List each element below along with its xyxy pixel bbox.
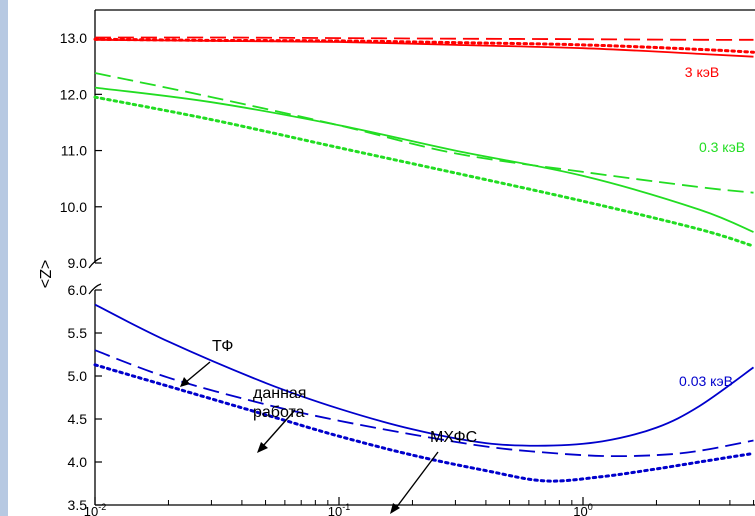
lower-y-tick-label-2: 4.5 [68,411,88,427]
series-line-1-dashed [94,72,754,194]
series-line-2-dotted [93,363,755,483]
upper-y-tick-label-2: 11.0 [61,143,87,159]
annotation-tf: ТФ [180,338,233,387]
lower-y-tick-label-1: 4.0 [68,454,88,470]
annotation-this-work-label-2: работа [253,404,305,421]
series-line-2-dashed [94,349,754,458]
series-line-2-solid [94,303,755,447]
annotation-this-work-label-1: данная [253,385,306,402]
series-group-label-2: 0.03 кэВ [679,373,733,389]
series-line-1-dotted [93,95,755,248]
lower-y-tick-label-5: 6.0 [68,282,88,298]
x-tick-label-0: 10-2 [84,502,106,516]
annotation-mhfs-arrowhead [390,503,400,514]
upper-y-tick-label-0: 9.0 [68,255,88,271]
annotation-tf-arrowhead [180,377,190,387]
annotation-tf-arrow [185,361,211,383]
x-tick-label-1: 10-1 [328,502,350,516]
series-line-0-dotted [93,37,755,54]
upper-y-tick-label-3: 12.0 [60,86,87,102]
window-edge-strip [0,0,8,516]
lower-y-tick-label-0: 3.5 [68,497,88,513]
series-group-label-1: 0.3 кэВ [699,139,745,155]
y-axis-label: <Z> [36,260,53,288]
lower-y-tick-label-3: 5.0 [68,368,88,384]
axis-break-mark-lower [88,283,102,295]
annotation-this-work-arrowhead [257,442,268,453]
lower-y-tick-label-4: 5.5 [68,325,88,341]
annotation-this-work-arrow-line [262,409,296,447]
series-line-0-dashed [94,36,754,41]
series-line-1-solid [94,86,754,233]
x-tick-label-2: 100 [573,502,592,516]
annotation-this-work: данная работа [253,385,306,453]
series-group-label-0: 3 кэВ [685,64,719,80]
annotation-mhfs: МХФС [390,429,477,514]
annotation-tf-label: ТФ [212,338,233,355]
upper-y-tick-label-1: 10.0 [60,199,87,215]
upper-y-tick-label-4: 13.0 [60,30,87,46]
annotation-mhfs-arrow [395,451,439,509]
annotation-mhfs-label: МХФС [430,429,477,446]
axis-break-mark-upper [88,257,102,269]
